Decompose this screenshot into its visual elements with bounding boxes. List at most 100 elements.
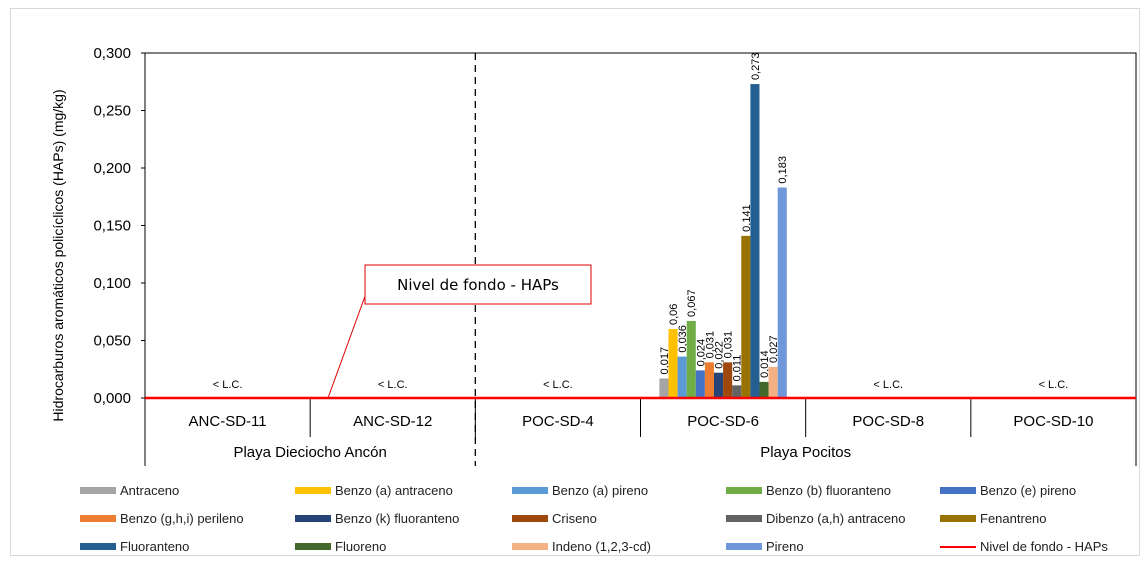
legend-label: Fluoranteno — [120, 539, 190, 554]
bar-fluoreno — [759, 381, 769, 398]
bar-benzo-k-fluoranteno — [713, 372, 724, 398]
below-lc-label: < L.C. — [1039, 379, 1069, 391]
legend-label: Benzo (e) pireno — [980, 483, 1077, 498]
x-tick-label: POC-SD-8 — [852, 413, 924, 430]
below-lc-label: < L.C. — [873, 379, 903, 391]
y-tick-label: 0,150 — [93, 218, 131, 235]
y-tick-label: 0,000 — [93, 390, 131, 407]
below-lc-label: < L.C. — [543, 379, 573, 391]
y-tick-label: 0,300 — [93, 45, 131, 62]
legend-label: Fenantreno — [980, 511, 1047, 526]
legend-swatch — [940, 545, 976, 548]
legend-item: Criseno — [512, 511, 597, 526]
legend-item: Pireno — [726, 539, 804, 554]
data-label: 0,022 — [714, 341, 726, 369]
legend-item: Benzo (a) antraceno — [295, 483, 453, 498]
legend-swatch — [726, 487, 762, 494]
legend-item: Benzo (b) fluoranteno — [726, 483, 891, 498]
legend-swatch — [726, 543, 762, 550]
legend-item: Benzo (e) pireno — [940, 483, 1076, 498]
bar-benzo-e-pireno — [695, 370, 705, 398]
bar-fluoranteno — [750, 84, 760, 399]
below-lc-label: < L.C. — [378, 379, 408, 391]
legend-swatch — [80, 543, 116, 550]
legend-swatch — [80, 515, 116, 522]
legend-swatch — [726, 515, 762, 522]
data-label: 0,036 — [677, 325, 689, 353]
legend-swatch — [512, 487, 548, 494]
legend-label: Criseno — [552, 511, 597, 526]
x-tick-label: POC-SD-4 — [522, 413, 594, 430]
bar-antraceno — [659, 378, 669, 398]
legend-swatch — [512, 543, 548, 550]
legend-label: Benzo (k) fluoranteno — [335, 511, 460, 526]
y-axis-title: Hidrocarburos aromáticos policíclicos (H… — [50, 89, 66, 421]
data-label: 0,067 — [686, 289, 698, 317]
legend-swatch — [295, 515, 331, 522]
plot-area-border — [144, 52, 1137, 399]
data-label: 0,027 — [768, 335, 780, 363]
x-tick-label: POC-SD-6 — [687, 413, 759, 430]
legend-item: Fenantreno — [940, 511, 1047, 526]
legend-label: Antraceno — [120, 483, 180, 498]
bar-dibenzo-a-h-antraceno — [732, 385, 742, 398]
legend-item: Fluoranteno — [80, 539, 189, 554]
data-label: 0,017 — [659, 347, 671, 375]
legend-item: Benzo (k) fluoranteno — [295, 511, 459, 526]
data-label: 0,031 — [704, 331, 716, 359]
legend-item: Fluoreno — [295, 539, 386, 554]
annotation-leader — [327, 287, 369, 399]
x-tick-label: POC-SD-10 — [1013, 413, 1093, 430]
legend-item: Dibenzo (a,h) antraceno — [726, 511, 905, 526]
legend-label: Fluoreno — [335, 539, 387, 554]
bar-benzo-g-h-i-perileno — [704, 362, 714, 398]
legend-label: Dibenzo (a,h) antraceno — [766, 511, 906, 526]
bar-benzo-a-pireno — [677, 356, 687, 398]
group-label: Playa Pocitos — [760, 444, 851, 461]
data-label: 0,06 — [668, 304, 680, 325]
chart-frame — [10, 8, 1140, 556]
group-label: Playa Dieciocho Ancón — [233, 444, 386, 461]
legend-label: Benzo (a) antraceno — [335, 483, 453, 498]
legend-item: Nivel de fondo - HAPs — [940, 539, 1108, 554]
legend-label: Benzo (g,h,i) perileno — [120, 511, 244, 526]
legend-label: Pireno — [766, 539, 804, 554]
y-tick-label: 0,100 — [93, 275, 131, 292]
bar-criseno — [723, 362, 733, 398]
legend-swatch — [940, 487, 976, 494]
legend-item: Benzo (a) pireno — [512, 483, 648, 498]
legend-label: Indeno (1,2,3-cd) — [552, 539, 652, 554]
bar-fenantreno — [741, 235, 751, 398]
legend-label: Benzo (b) fluoranteno — [766, 483, 892, 498]
y-tick-label: 0,200 — [93, 160, 131, 177]
legend-swatch — [940, 515, 976, 522]
legend-item: Benzo (g,h,i) perileno — [80, 511, 244, 526]
data-label: 0,273 — [750, 53, 762, 81]
annotation-text: Nivel de fondo - HAPs — [397, 276, 559, 294]
y-tick-label: 0,250 — [93, 103, 131, 120]
legend-swatch — [80, 487, 116, 494]
bar-pireno — [777, 187, 787, 398]
legend-label: Benzo (a) pireno — [552, 483, 649, 498]
x-tick-label: ANC-SD-11 — [189, 413, 267, 430]
data-label: 0,031 — [723, 331, 735, 359]
legend-swatch — [295, 543, 331, 550]
legend-swatch — [295, 487, 331, 494]
data-label: 0,014 — [759, 350, 771, 378]
bar-benzo-a-antraceno — [668, 329, 678, 398]
data-label: 0,141 — [741, 204, 753, 232]
legend-swatch — [512, 515, 548, 522]
x-tick-label: ANC-SD-12 — [353, 413, 432, 430]
legend-item: Indeno (1,2,3-cd) — [512, 539, 651, 554]
below-lc-label: < L.C. — [213, 379, 243, 391]
data-label: 0,183 — [777, 156, 789, 184]
data-label: 0,024 — [695, 339, 707, 367]
bar-benzo-b-fluoranteno — [686, 320, 696, 398]
data-label: 0,011 — [732, 355, 744, 382]
legend-label: Nivel de fondo - HAPs — [980, 539, 1108, 554]
y-tick-label: 0,050 — [93, 333, 131, 350]
bar-indeno-1-2-3-cd- — [768, 366, 778, 398]
annotation-box — [364, 264, 592, 305]
legend-item: Antraceno — [80, 483, 179, 498]
